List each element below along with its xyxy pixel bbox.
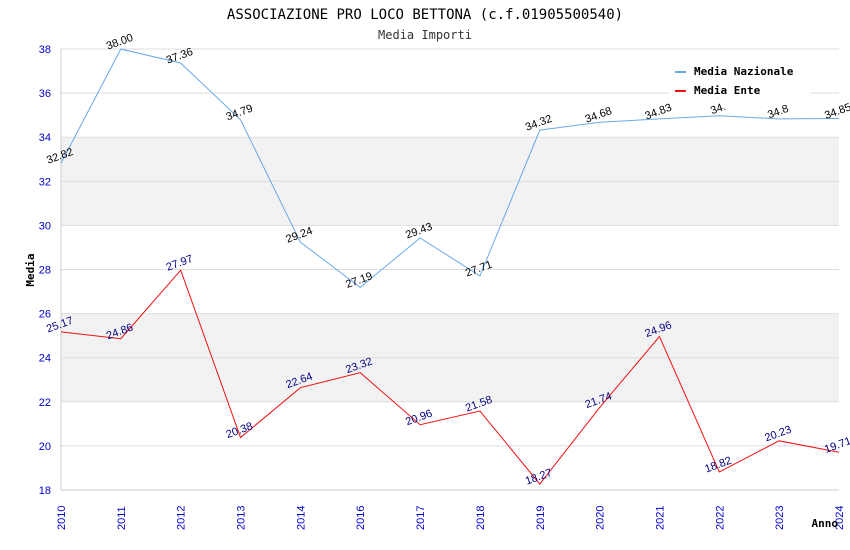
x-tick-label: 2024	[834, 506, 846, 530]
background-band	[61, 93, 839, 138]
background-band	[61, 137, 839, 182]
x-axis-ticks: 2010 2011 2012 2013 2014 2016 2017 2018 2019 2020…	[56, 506, 846, 530]
y-axis-title: Media	[24, 253, 37, 286]
y-tick-label: 34	[39, 132, 51, 144]
y-tick-label: 32	[39, 176, 51, 188]
x-tick-label: 2010	[56, 506, 68, 530]
x-tick-label: 2016	[355, 506, 367, 530]
plot-background	[61, 49, 839, 490]
background-band	[61, 401, 839, 446]
y-axis-ticks: 18 20 22 24 26 28 30 32 34 36 38	[39, 44, 51, 497]
background-band	[61, 269, 839, 314]
background-band	[61, 357, 839, 402]
x-tick-label: 2014	[295, 506, 307, 530]
x-tick-label: 2018	[475, 506, 487, 530]
y-tick-label: 24	[39, 353, 51, 365]
x-tick-label: 2011	[116, 506, 128, 530]
chart-title: ASSOCIAZIONE PRO LOCO BETTONA (c.f.01905…	[227, 7, 623, 23]
series-lines	[60, 48, 840, 485]
x-tick-label: 2013	[236, 506, 248, 530]
x-tick-label: 2023	[774, 506, 786, 530]
gridlines	[60, 48, 839, 491]
y-tick-label: 22	[39, 397, 51, 409]
chart-subtitle: Media Importi	[378, 28, 472, 42]
data-label: 34.	[709, 101, 727, 118]
x-tick-label: 2021	[654, 506, 666, 530]
x-tick-label: 2012	[176, 506, 188, 530]
background-band	[61, 181, 839, 226]
background-band	[61, 313, 839, 358]
legend-label-media-ente: Media Ente	[694, 84, 761, 97]
x-axis-title: Anno	[812, 517, 839, 530]
legend-box	[669, 60, 810, 98]
background-band	[61, 445, 839, 490]
y-tick-label: 36	[39, 88, 51, 100]
legend: Media Nazionale Media Ente	[669, 60, 810, 98]
y-tick-label: 20	[39, 441, 51, 453]
background-band	[61, 225, 839, 270]
y-tick-label: 38	[39, 44, 51, 56]
y-tick-label: 18	[39, 485, 51, 497]
legend-label-media-nazionale: Media Nazionale	[694, 65, 794, 78]
x-tick-label: 2019	[535, 506, 547, 530]
x-tick-label: 2020	[595, 506, 607, 530]
series-line-media-ente	[60, 269, 840, 485]
series-line-media-nazionale	[60, 48, 840, 288]
y-tick-label: 26	[39, 309, 51, 321]
x-tick-label: 2022	[714, 506, 726, 530]
y-tick-label: 28	[39, 265, 51, 277]
y-tick-label: 30	[39, 220, 51, 232]
x-tick-label: 2017	[415, 506, 427, 530]
